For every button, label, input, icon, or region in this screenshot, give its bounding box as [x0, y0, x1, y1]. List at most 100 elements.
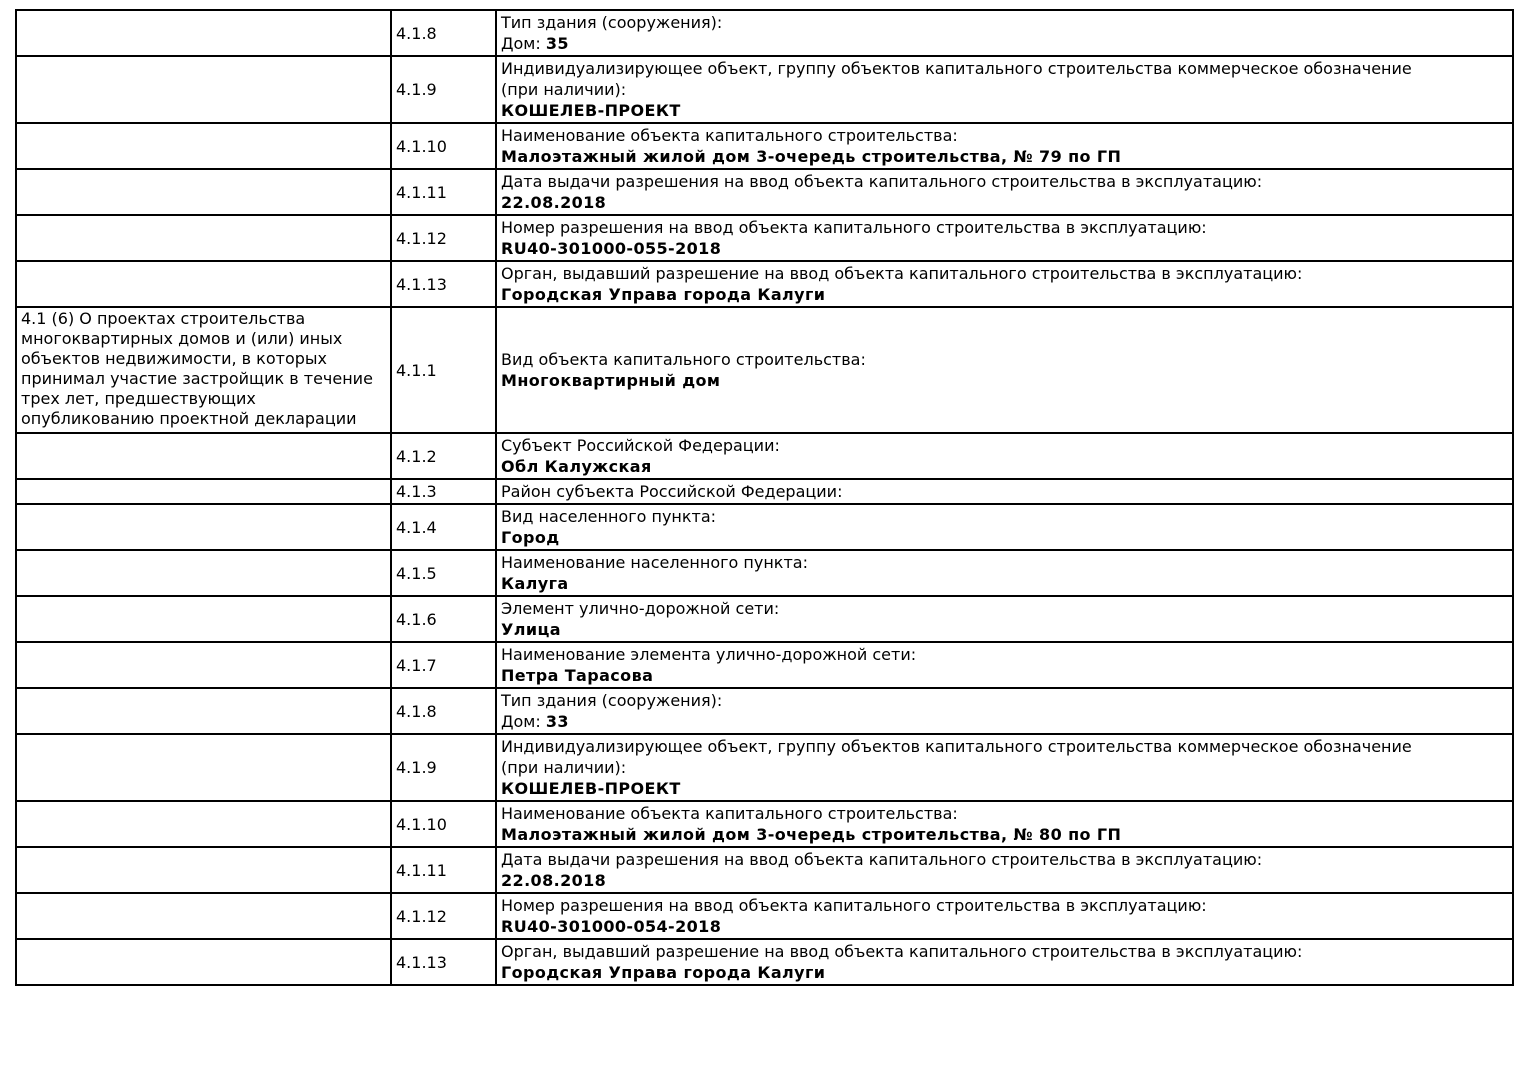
value-text: 33 [545, 712, 569, 731]
field-value: Калуга [501, 573, 1508, 594]
table-row: 4.1.12 Номер разрешения на ввод объекта … [15, 892, 1514, 940]
section-cell [15, 595, 392, 643]
section-cell [15, 214, 392, 262]
row-number: 4.1.11 [390, 168, 497, 216]
section-cell [15, 846, 392, 894]
row-number: 4.1.6 [390, 595, 497, 643]
field-cell: Тип здания (сооружения): Дом: 35 [495, 9, 1514, 57]
field-value: 22.08.2018 [501, 870, 1508, 891]
section-cell [15, 549, 392, 597]
value-text: Городская Управа города Калуги [501, 285, 826, 304]
field-value: Малоэтажный жилой дом 3-очередь строител… [501, 824, 1508, 845]
table-row: 4.1.9 Индивидуализирующее объект, группу… [15, 733, 1514, 802]
table-row: 4.1.5 Наименование населенного пункта: К… [15, 549, 1514, 597]
section-cell [15, 503, 392, 551]
value-text: КОШЕЛЕВ-ПРОЕКТ [501, 779, 681, 798]
field-cell: Индивидуализирующее объект, группу объек… [495, 55, 1514, 124]
value-text: Городская Управа города Калуги [501, 963, 826, 982]
table-row: 4.1.10 Наименование объекта капитального… [15, 800, 1514, 848]
table-row: 4.1.11 Дата выдачи разрешения на ввод об… [15, 846, 1514, 894]
section-cell [15, 9, 392, 57]
field-label: Орган, выдавший разрешение на ввод объек… [501, 264, 1303, 283]
value-prefix: Дом: [501, 34, 546, 53]
field-label: Дата выдачи разрешения на ввод объекта к… [501, 172, 1263, 191]
section-cell [15, 432, 392, 480]
section-cell [15, 641, 392, 689]
field-label: Наименование объекта капитального строит… [501, 126, 958, 145]
table-row: 4.1.3 Район субъекта Российской Федераци… [15, 478, 1514, 505]
section-cell [15, 260, 392, 308]
table-row-section: 4.1 (6) О проектах строительства многокв… [15, 306, 1514, 434]
row-number: 4.1.8 [390, 687, 497, 735]
field-cell: Наименование населенного пункта: Калуга [495, 549, 1514, 597]
field-cell: Район субъекта Российской Федерации: [495, 478, 1514, 505]
section-cell [15, 733, 392, 802]
value-text: RU40-301000-055-2018 [501, 239, 722, 258]
field-value: Улица [501, 619, 1508, 640]
section-cell [15, 122, 392, 170]
field-label: Элемент улично-дорожной сети: [501, 599, 780, 618]
field-value: Город [501, 527, 1508, 548]
row-number: 4.1.7 [390, 641, 497, 689]
field-cell: Дата выдачи разрешения на ввод объекта к… [495, 846, 1514, 894]
table-row: 4.1.13 Орган, выдавший разрешение на вво… [15, 938, 1514, 986]
section-cell [15, 687, 392, 735]
field-label: Вид объекта капитального строительства: [501, 350, 866, 369]
field-cell: Вид населенного пункта: Город [495, 503, 1514, 551]
field-label: Наименование элемента улично-дорожной се… [501, 645, 917, 664]
field-cell: Дата выдачи разрешения на ввод объекта к… [495, 168, 1514, 216]
row-number: 4.1.4 [390, 503, 497, 551]
section-cell [15, 938, 392, 986]
field-value: Дом: 33 [501, 711, 1508, 732]
field-value: RU40-301000-055-2018 [501, 238, 1508, 259]
field-label: Орган, выдавший разрешение на ввод объек… [501, 942, 1303, 961]
field-label: Наименование населенного пункта: [501, 553, 808, 572]
row-number: 4.1.13 [390, 938, 497, 986]
value-text: RU40-301000-054-2018 [501, 917, 722, 936]
project-declaration-table: 4.1.8 Тип здания (сооружения): Дом: 35 4… [15, 9, 1514, 986]
field-value: Обл Калужская [501, 456, 1508, 477]
section-cell: 4.1 (6) О проектах строительства многокв… [15, 306, 392, 434]
table-row: 4.1.9 Индивидуализирующее объект, группу… [15, 55, 1514, 124]
table-row: 4.1.8 Тип здания (сооружения): Дом: 33 [15, 687, 1514, 735]
row-number: 4.1.1 [390, 306, 497, 434]
field-label: Индивидуализирующее объект, группу объек… [501, 59, 1412, 99]
field-label: Номер разрешения на ввод объекта капитал… [501, 218, 1207, 237]
field-cell: Элемент улично-дорожной сети: Улица [495, 595, 1514, 643]
section-cell [15, 800, 392, 848]
field-label: Номер разрешения на ввод объекта капитал… [501, 896, 1207, 915]
value-text: Петра Тарасова [501, 666, 654, 685]
field-value: Городская Управа города Калуги [501, 962, 1508, 983]
value-text: 22.08.2018 [501, 193, 607, 212]
field-label: Наименование объекта капитального строит… [501, 804, 958, 823]
field-cell: Орган, выдавший разрешение на ввод объек… [495, 260, 1514, 308]
table-row: 4.1.4 Вид населенного пункта: Город [15, 503, 1514, 551]
row-number: 4.1.8 [390, 9, 497, 57]
table-row: 4.1.8 Тип здания (сооружения): Дом: 35 [15, 9, 1514, 57]
table-row: 4.1.6 Элемент улично-дорожной сети: Улиц… [15, 595, 1514, 643]
row-number: 4.1.2 [390, 432, 497, 480]
field-value: Дом: 35 [501, 33, 1508, 54]
field-value: Городская Управа города Калуги [501, 284, 1508, 305]
value-text: Город [501, 528, 560, 547]
field-cell: Наименование объекта капитального строит… [495, 800, 1514, 848]
field-value: КОШЕЛЕВ-ПРОЕКТ [501, 100, 1508, 121]
section-cell [15, 892, 392, 940]
field-value: RU40-301000-054-2018 [501, 916, 1508, 937]
row-number: 4.1.3 [390, 478, 497, 505]
field-cell: Наименование объекта капитального строит… [495, 122, 1514, 170]
field-cell: Орган, выдавший разрешение на ввод объек… [495, 938, 1514, 986]
field-label: Вид населенного пункта: [501, 507, 717, 526]
field-value: КОШЕЛЕВ-ПРОЕКТ [501, 778, 1508, 799]
value-text: Улица [501, 620, 561, 639]
row-number: 4.1.9 [390, 733, 497, 802]
table-row: 4.1.11 Дата выдачи разрешения на ввод об… [15, 168, 1514, 216]
table-row: 4.1.2 Субъект Российской Федерации: Обл … [15, 432, 1514, 480]
field-value: Многоквартирный дом [501, 370, 1508, 391]
field-value: Малоэтажный жилой дом 3-очередь строител… [501, 146, 1508, 167]
field-label: Район субъекта Российской Федерации: [501, 482, 843, 501]
field-cell: Субъект Российской Федерации: Обл Калужс… [495, 432, 1514, 480]
value-text: Обл Калужская [501, 457, 652, 476]
value-text: Малоэтажный жилой дом 3-очередь строител… [501, 825, 1122, 844]
table-row: 4.1.13 Орган, выдавший разрешение на вво… [15, 260, 1514, 308]
